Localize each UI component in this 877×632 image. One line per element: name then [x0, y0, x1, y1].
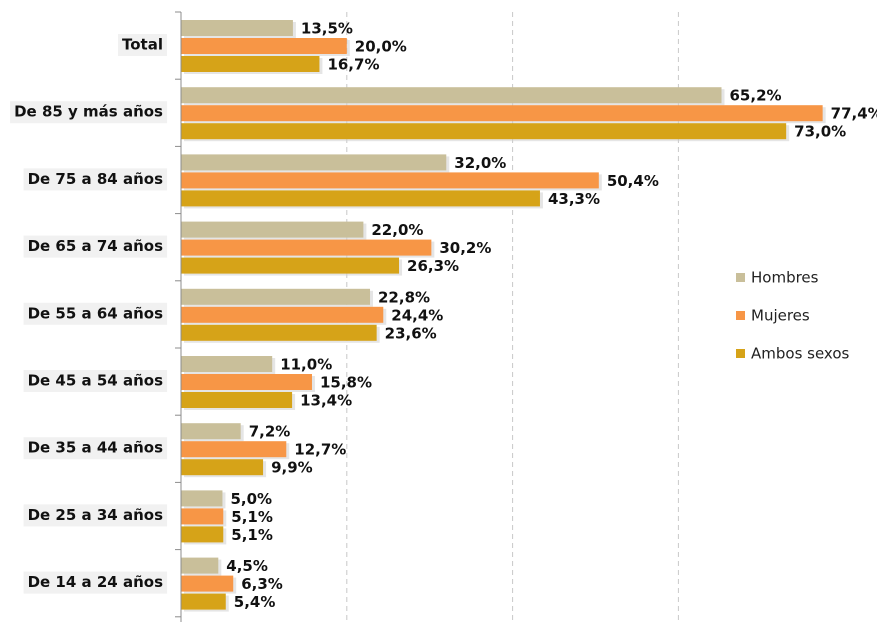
legend-label: Ambos sexos — [751, 345, 850, 363]
bar — [181, 87, 722, 104]
bar — [181, 575, 234, 592]
bar — [181, 20, 293, 36]
bar — [181, 490, 223, 507]
legend-swatch — [736, 349, 745, 358]
bar — [181, 257, 400, 274]
data-label: 11,0% — [280, 356, 332, 374]
bar — [181, 459, 264, 476]
category-label-background — [23, 370, 168, 392]
legend-label: Hombres — [751, 269, 819, 287]
category-label-background — [23, 235, 168, 258]
data-label: 4,5% — [226, 557, 268, 575]
category-label: De 75 a 84 años — [28, 170, 163, 188]
bar — [181, 557, 219, 574]
category-label-background — [23, 302, 168, 325]
category-label-background — [23, 437, 168, 460]
data-label: 20,0% — [355, 38, 407, 56]
category-label: De 25 a 34 años — [28, 506, 163, 524]
data-label: 16,7% — [327, 56, 379, 74]
legend-swatch — [736, 273, 745, 282]
data-label: 77,4% — [831, 105, 877, 123]
category-label-background — [23, 504, 168, 527]
data-label: 32,0% — [454, 154, 506, 172]
bar — [181, 374, 312, 390]
category-label-background — [10, 101, 168, 124]
data-label: 5,1% — [231, 526, 273, 544]
data-label: 50,4% — [607, 172, 659, 190]
data-label: 26,3% — [407, 257, 459, 275]
category-label: Total — [122, 36, 163, 54]
data-label: 24,4% — [391, 306, 443, 324]
data-label: 30,2% — [439, 239, 491, 257]
category-label: De 45 a 54 años — [28, 372, 163, 390]
category-label-background — [23, 168, 168, 191]
legend-label: Mujeres — [751, 307, 810, 325]
bar — [181, 190, 540, 207]
bar — [181, 324, 377, 341]
bar — [181, 441, 287, 458]
bar — [181, 172, 599, 189]
bar — [181, 154, 447, 171]
bar — [181, 423, 241, 440]
bar — [181, 56, 320, 72]
data-label: 9,9% — [271, 459, 313, 477]
bar — [181, 288, 371, 305]
bar — [181, 508, 224, 525]
data-label: 7,2% — [249, 423, 291, 441]
data-label: 43,3% — [548, 190, 600, 208]
category-label-background — [23, 571, 168, 594]
bar — [181, 306, 384, 323]
data-label: 13,5% — [301, 20, 353, 38]
data-label: 13,4% — [300, 392, 352, 410]
category-label: De 85 y más años — [14, 103, 163, 121]
bar — [181, 593, 226, 610]
category-label-background — [118, 34, 167, 56]
bar — [181, 526, 224, 543]
bar — [181, 38, 347, 54]
category-label: De 55 a 64 años — [28, 304, 163, 322]
category-label: De 65 a 74 años — [28, 237, 163, 255]
bars — [181, 20, 826, 612]
data-label: 12,7% — [294, 441, 346, 459]
data-label: 23,6% — [385, 324, 437, 342]
data-label: 5,0% — [230, 490, 272, 508]
data-label: 5,4% — [234, 593, 276, 611]
data-label: 22,0% — [371, 221, 423, 239]
data-label: 15,8% — [320, 374, 372, 392]
bar — [181, 239, 432, 256]
bar — [181, 105, 823, 122]
category-axis: Total De 85 y más años De 75 a 84 años De 6… — [10, 11, 182, 622]
data-label: 65,2% — [730, 87, 782, 105]
data-label: 22,8% — [378, 288, 430, 306]
bar — [181, 392, 293, 408]
bar — [181, 356, 273, 372]
data-label: 73,0% — [794, 123, 846, 141]
legend: Hombres Mujeres Ambos sexos — [736, 269, 850, 363]
data-labels: 13,5%20,0%16,7% 65,2% 77,4%73,0% 32,0% 50,4%… — [226, 20, 877, 612]
data-label: 5,1% — [231, 508, 273, 526]
bar — [181, 123, 787, 140]
bar — [181, 221, 364, 238]
legend-swatch — [736, 311, 745, 320]
data-label: 6,3% — [241, 575, 283, 593]
category-label: De 35 a 44 años — [28, 439, 163, 457]
category-label: De 14 a 24 años — [28, 573, 163, 591]
